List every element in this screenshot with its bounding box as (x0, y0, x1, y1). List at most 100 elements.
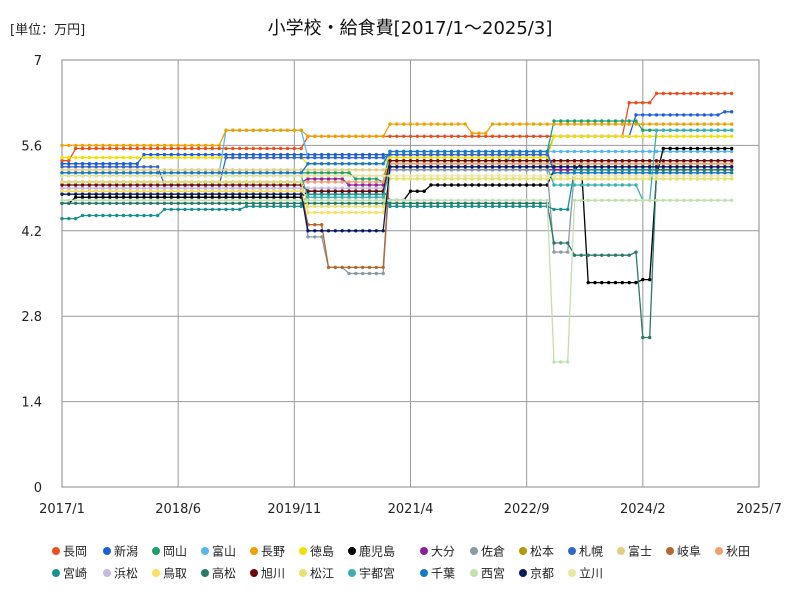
data-point (313, 168, 317, 172)
data-point (702, 149, 706, 154)
data-point (367, 189, 372, 193)
data-point (654, 177, 659, 181)
data-point (251, 198, 255, 202)
data-point (244, 201, 249, 205)
data-point (723, 149, 727, 154)
data-point (258, 128, 262, 132)
series-京都 (60, 165, 734, 233)
data-point (183, 186, 187, 190)
data-point (74, 165, 78, 169)
data-point (115, 146, 119, 151)
data-point (210, 192, 214, 196)
data-point (299, 201, 303, 205)
legend-label: 松江 (310, 567, 334, 581)
data-point (203, 180, 208, 184)
data-point (668, 177, 672, 181)
data-point (217, 189, 221, 193)
data-point (593, 171, 597, 175)
data-point (142, 168, 146, 172)
data-point (402, 201, 406, 205)
data-point (320, 223, 324, 227)
data-point (436, 159, 440, 163)
data-point (504, 165, 508, 169)
data-point (497, 201, 501, 205)
data-point (340, 177, 344, 181)
data-point (190, 192, 194, 196)
series-group (60, 91, 734, 364)
legend-item: 富山 (201, 544, 236, 559)
data-point (149, 183, 153, 187)
data-point (292, 155, 296, 160)
data-point (634, 101, 638, 105)
data-point (101, 186, 105, 190)
data-point (313, 162, 317, 166)
data-point (566, 134, 570, 138)
legend-swatch (348, 547, 356, 555)
legend-label: 旭川 (261, 567, 285, 581)
data-point (654, 168, 659, 172)
data-point (183, 198, 187, 202)
data-point (641, 277, 645, 282)
data-point (320, 155, 324, 160)
data-point (586, 253, 590, 257)
data-point (641, 171, 645, 175)
data-point (251, 146, 255, 151)
data-point (272, 171, 276, 175)
data-point (224, 128, 228, 132)
data-point (716, 134, 720, 138)
data-point (579, 168, 583, 172)
data-point (518, 183, 522, 187)
data-point (203, 183, 208, 187)
data-point (87, 192, 92, 196)
data-point (258, 189, 262, 193)
data-point (108, 183, 112, 187)
data-point (197, 155, 201, 160)
data-point (586, 280, 590, 285)
data-point (716, 165, 720, 169)
data-point (668, 91, 672, 96)
data-point (149, 146, 153, 151)
data-point (361, 152, 365, 157)
data-point (443, 149, 447, 154)
data-point (258, 186, 262, 190)
data-point (265, 152, 269, 157)
data-point (231, 195, 235, 199)
data-point (408, 201, 413, 205)
data-point (572, 122, 577, 126)
data-point (531, 152, 536, 157)
data-point (402, 162, 406, 166)
data-point (176, 198, 180, 202)
data-point (74, 201, 78, 205)
data-point (661, 146, 665, 151)
data-point (128, 201, 132, 205)
data-point (313, 223, 317, 227)
data-point (545, 134, 549, 138)
data-point (531, 155, 536, 160)
data-point (224, 155, 228, 160)
data-point (367, 186, 372, 190)
data-point (367, 210, 372, 215)
data-point (87, 186, 92, 190)
data-point (408, 122, 413, 126)
data-point (121, 213, 126, 218)
data-point (272, 146, 276, 151)
data-point (477, 162, 481, 166)
data-point (682, 113, 686, 117)
data-point (326, 177, 331, 181)
data-point (67, 143, 71, 148)
data-point (730, 122, 734, 126)
data-point (408, 149, 413, 154)
data-point (340, 174, 344, 178)
data-point (361, 201, 365, 205)
data-point (279, 155, 283, 160)
data-point (456, 204, 460, 209)
data-point (244, 189, 249, 193)
data-point (94, 143, 98, 148)
data-point (176, 195, 180, 199)
data-point (579, 149, 583, 154)
data-point (600, 198, 604, 202)
data-point (566, 165, 570, 169)
data-point (518, 134, 522, 138)
data-point (265, 183, 269, 187)
data-point (128, 165, 132, 169)
